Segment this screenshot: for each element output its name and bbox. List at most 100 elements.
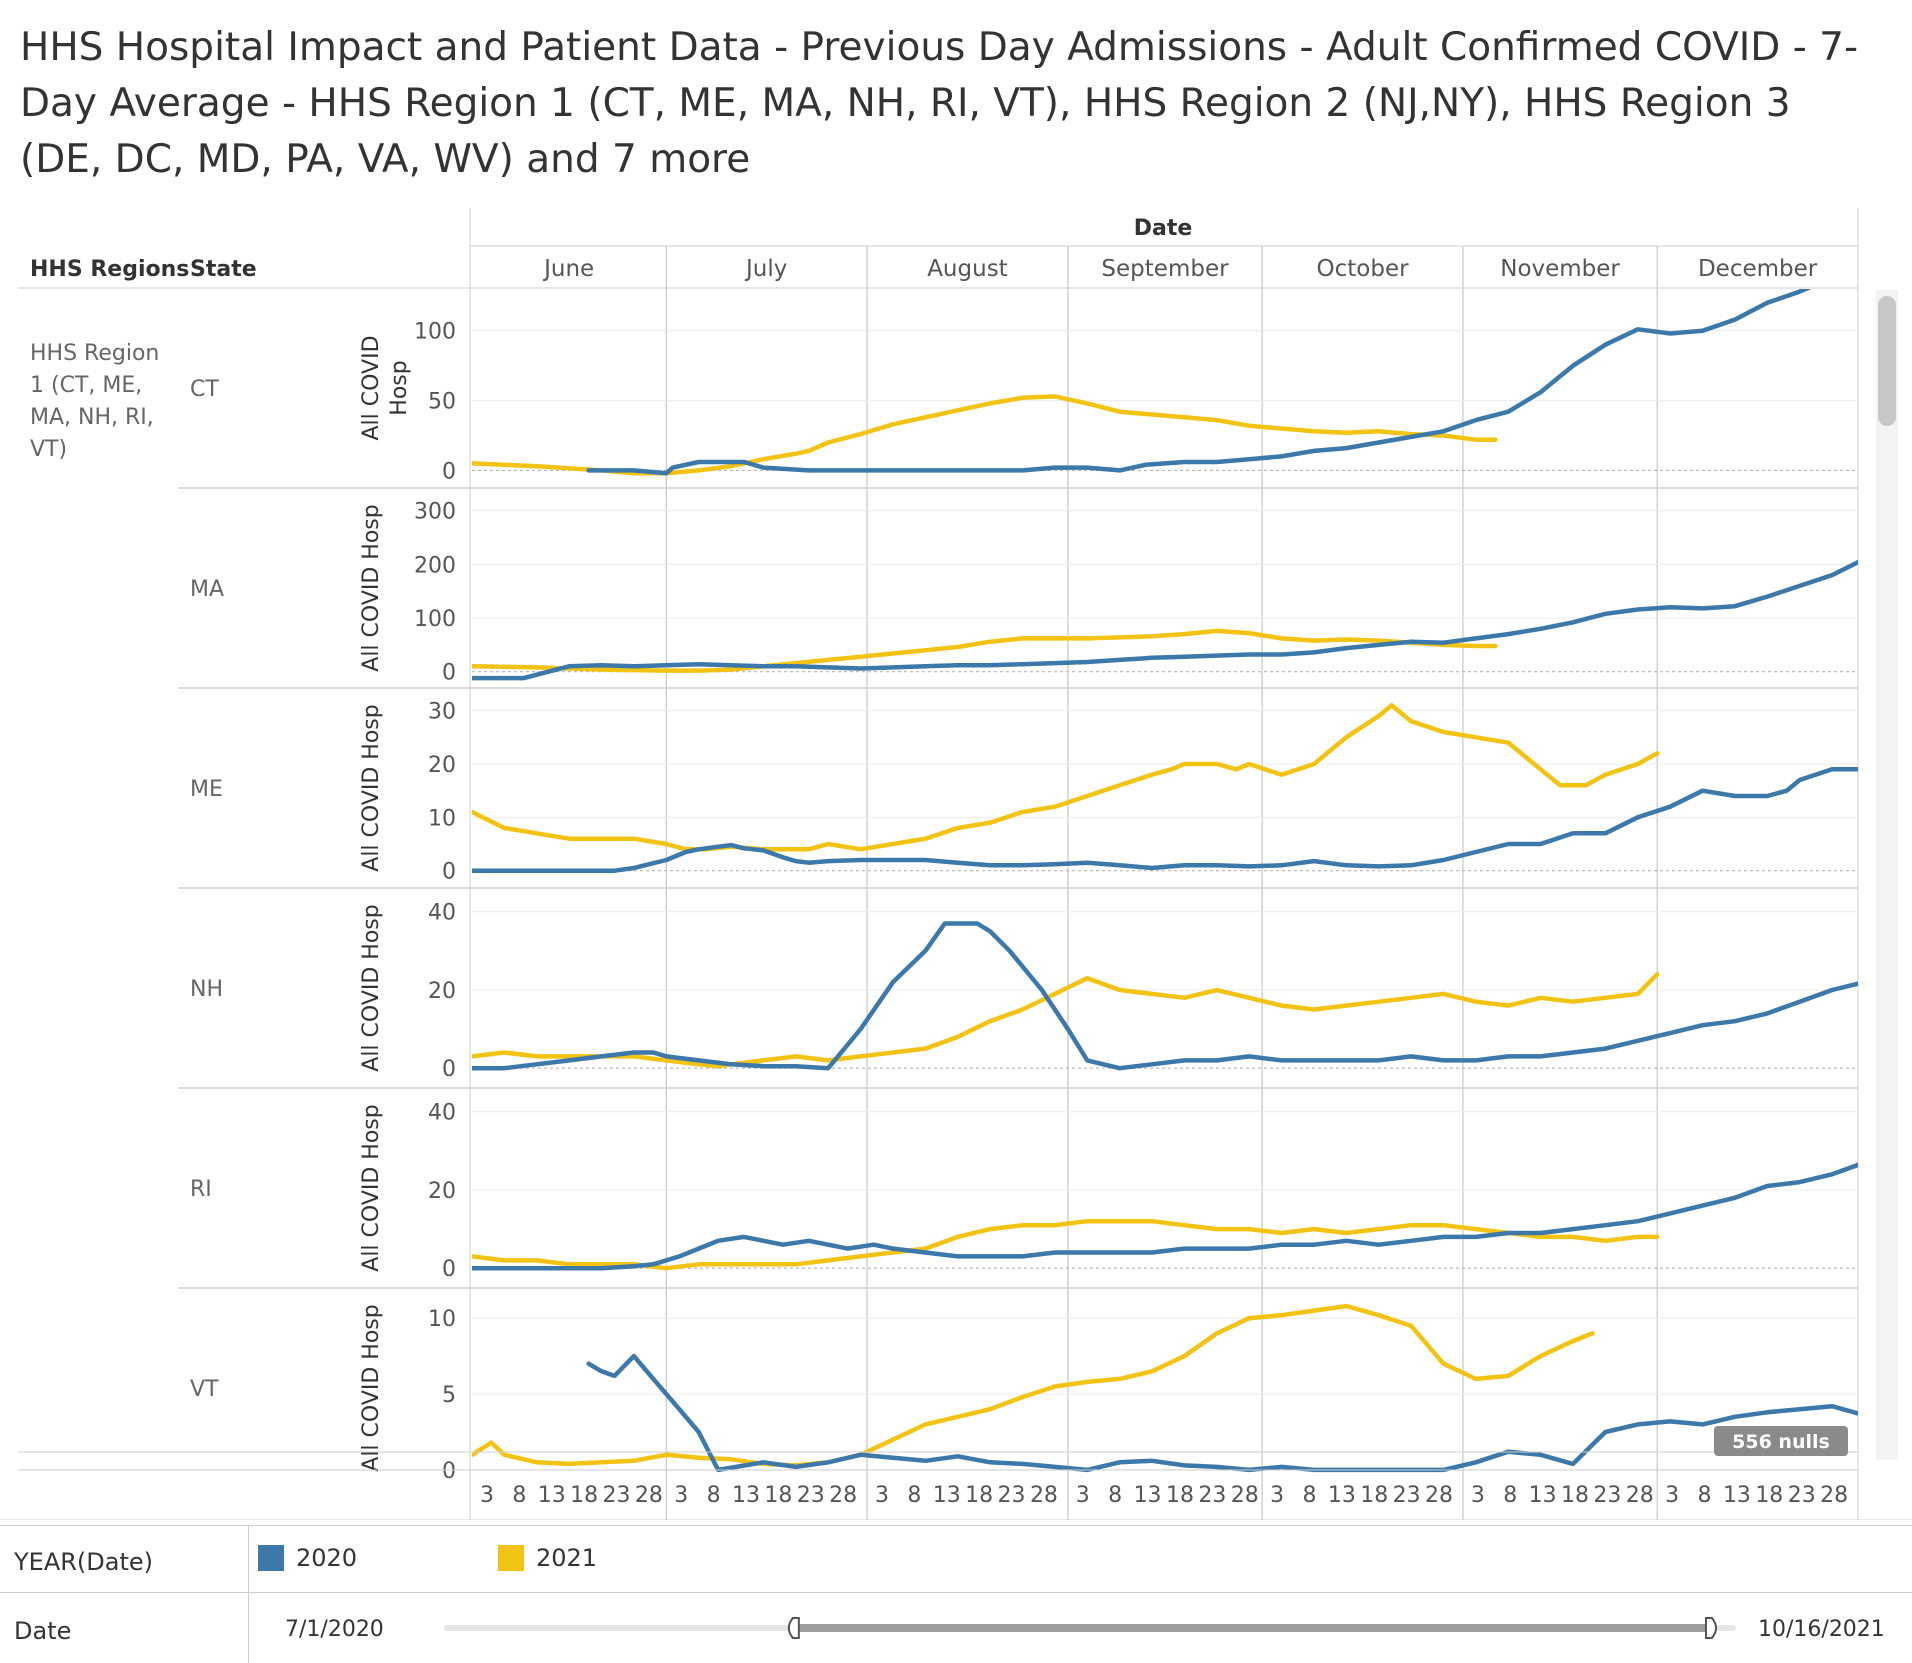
y-tick-label: 10 — [428, 806, 456, 831]
series-line-nh-2021[interactable] — [472, 972, 1660, 1069]
state-label-vt: VT — [190, 1377, 219, 1402]
date-filter-start[interactable]: 7/1/2020 — [285, 1617, 384, 1642]
x-tick-label: 3 — [1471, 1483, 1485, 1508]
panel-series — [472, 703, 1912, 873]
series-line-ri-2020[interactable] — [472, 1112, 1912, 1271]
series-line-me-2021[interactable] — [472, 703, 1660, 852]
scrollbar-track[interactable] — [1876, 290, 1898, 1460]
x-tick-label: 18 — [1755, 1483, 1783, 1508]
series-line-nh-2020[interactable] — [472, 908, 1912, 1071]
region-label-line: 1 (CT, ME, — [30, 373, 142, 398]
panel-me: ME All COVID Hosp 0 10 20 30 — [178, 687, 1912, 885]
x-tick-label: 28 — [1231, 1483, 1259, 1508]
x-tick-label: 3 — [1270, 1483, 1284, 1508]
y-tick-label: 50 — [428, 390, 456, 415]
y-tick-label: 10 — [428, 1307, 456, 1332]
panel-series — [472, 506, 1912, 681]
y-axis-label: All COVID Hosp — [359, 704, 384, 871]
month-header-july: July — [744, 256, 787, 282]
series-line-ct-2021[interactable] — [472, 394, 1498, 476]
panel-series — [472, 1112, 1912, 1271]
x-tick-label: 28 — [829, 1483, 857, 1508]
slider-selected-range — [792, 1624, 1712, 1632]
date-filter-end[interactable]: 10/16/2021 — [1758, 1617, 1885, 1642]
y-tick-label: 5 — [442, 1383, 456, 1408]
panel-series — [472, 278, 1912, 476]
y-tick-label: 200 — [414, 553, 456, 578]
series-line-vt-2020[interactable] — [586, 1353, 1912, 1473]
x-tick-label: 18 — [570, 1483, 598, 1508]
x-tick-label: 8 — [512, 1483, 526, 1508]
legend-item-2020[interactable]: 2020 — [258, 1544, 357, 1572]
region-label-line: MA, NH, RI, — [30, 405, 154, 430]
x-tick-label: 23 — [797, 1483, 825, 1508]
y-tick-label: 40 — [428, 901, 456, 926]
x-tick-label: 8 — [1302, 1483, 1316, 1508]
y-tick-label: 0 — [442, 1057, 456, 1082]
y-tick-label: 100 — [414, 320, 456, 345]
y-tick-label: 20 — [428, 1179, 456, 1204]
month-header-june: June — [542, 256, 594, 282]
x-tick-label: 28 — [635, 1483, 663, 1508]
series-line-ct-2020[interactable] — [586, 278, 1912, 476]
x-tick-label: 18 — [1561, 1483, 1589, 1508]
x-tick-label: 18 — [1166, 1483, 1194, 1508]
column-header: Date HHS Regions State June July August Septem… — [18, 208, 1859, 1520]
y-tick-label: 300 — [414, 500, 456, 525]
legend-text-2020: 2020 — [296, 1544, 358, 1572]
slider-right-handle[interactable] — [1705, 1617, 1717, 1639]
legend-swatch-2020 — [258, 1545, 284, 1571]
x-tick-label: 28 — [1425, 1483, 1453, 1508]
x-tick-label: 8 — [707, 1483, 721, 1508]
panel-ri: RI All COVID Hosp 0 20 40 — [178, 1087, 1912, 1282]
chart-title: HHS Hospital Impact and Patient Data - P… — [20, 25, 1859, 182]
nulls-badge[interactable]: 556 nulls — [1714, 1426, 1848, 1456]
panel-series — [472, 908, 1912, 1071]
x-tick-label: 23 — [1788, 1483, 1816, 1508]
series-line-ma-2020[interactable] — [472, 506, 1912, 681]
month-header-october: October — [1317, 256, 1410, 282]
region-label-line: HHS Region — [30, 341, 159, 366]
date-range-slider[interactable] — [440, 1613, 1740, 1643]
x-tick-label: 8 — [1503, 1483, 1517, 1508]
x-tick-label: 8 — [1698, 1483, 1712, 1508]
date-header: Date — [1134, 216, 1193, 241]
x-tick-label: 13 — [933, 1483, 961, 1508]
x-tick-label: 13 — [1723, 1483, 1751, 1508]
y-axis-label: All COVID Hosp — [359, 1304, 384, 1471]
series-line-me-2020[interactable] — [472, 759, 1912, 873]
x-tick-label: 8 — [1108, 1483, 1122, 1508]
vertical-scrollbar[interactable] — [1876, 290, 1898, 1460]
x-tick-label: 8 — [907, 1483, 921, 1508]
state-label-nh: NH — [190, 977, 223, 1002]
nulls-badge-text: 556 nulls — [1732, 1431, 1830, 1453]
x-tick-label: 3 — [480, 1483, 494, 1508]
slider-left-handle[interactable] — [787, 1617, 800, 1639]
x-tick-label: 13 — [1134, 1483, 1162, 1508]
legend-text-2021: 2021 — [536, 1544, 598, 1572]
date-filter-row: Date 7/1/2020 10/16/2021 — [0, 1592, 1912, 1663]
series-line-ri-2021[interactable] — [472, 1218, 1660, 1271]
y-axis-label: All COVID Hosp — [359, 504, 384, 671]
x-tick-label: 13 — [732, 1483, 760, 1508]
series-line-vt-2021[interactable] — [472, 1303, 1595, 1468]
x-tick-label: 28 — [1030, 1483, 1058, 1508]
y-tick-label: 40 — [428, 1101, 456, 1126]
x-tick-label: 13 — [1529, 1483, 1557, 1508]
region-label-line: VT) — [30, 437, 67, 462]
x-tick-label: 23 — [1198, 1483, 1226, 1508]
y-tick-label: 20 — [428, 753, 456, 778]
series-line-ma-2021[interactable] — [472, 628, 1498, 673]
date-filter-label: Date — [14, 1617, 72, 1645]
state-label-ri: RI — [190, 1177, 212, 1202]
x-tick-label: 23 — [1593, 1483, 1621, 1508]
scrollbar-thumb[interactable] — [1878, 296, 1896, 426]
y-tick-label: 0 — [442, 1257, 456, 1282]
x-tick-label: 3 — [674, 1483, 688, 1508]
month-header-september: September — [1101, 256, 1229, 282]
y-tick-label: 20 — [428, 979, 456, 1004]
legend-item-2021[interactable]: 2021 — [498, 1544, 597, 1572]
x-tick-label: 18 — [1360, 1483, 1388, 1508]
x-tick-label: 23 — [602, 1483, 630, 1508]
